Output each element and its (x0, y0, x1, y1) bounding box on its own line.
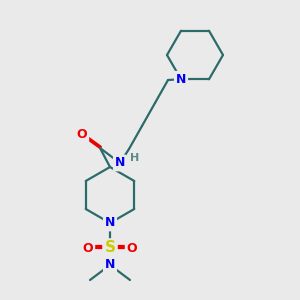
Text: N: N (176, 73, 186, 86)
Text: H: H (130, 153, 140, 163)
Text: O: O (83, 242, 93, 254)
Text: N: N (105, 259, 115, 272)
Text: N: N (105, 217, 115, 230)
Text: N: N (115, 157, 125, 169)
Text: O: O (77, 128, 87, 142)
Text: O: O (127, 242, 137, 254)
Text: S: S (104, 241, 116, 256)
